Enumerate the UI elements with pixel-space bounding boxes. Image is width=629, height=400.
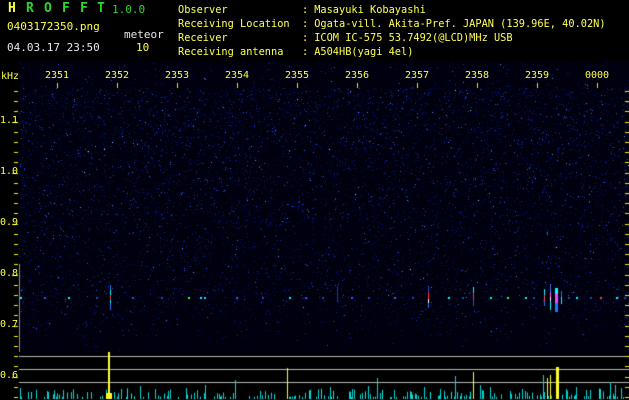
time-tick-label: 2357 bbox=[405, 70, 430, 81]
freq-tick-label: 0.9 bbox=[0, 217, 19, 228]
info-label: Receiving antenna bbox=[178, 46, 284, 58]
info-colon: : bbox=[302, 46, 309, 58]
hrofft-title-letter: F bbox=[80, 1, 88, 16]
freq-tick-label: 1.0 bbox=[0, 166, 19, 177]
info-value: Ogata-vill. Akita-Pref. JAPAN (139.96E, … bbox=[314, 18, 606, 30]
freq-tick-label: 1.1 bbox=[0, 115, 19, 126]
hrofft-title-letter: H bbox=[8, 1, 16, 16]
output-filename: 0403172350.png bbox=[7, 20, 100, 33]
hrofft-title-letter: T bbox=[97, 1, 105, 16]
freq-tick-label: 0.7 bbox=[0, 319, 19, 330]
info-label: Receiver bbox=[178, 32, 228, 44]
hrofft-title-letter: O bbox=[44, 1, 52, 16]
time-tick-label: 2356 bbox=[345, 70, 370, 81]
time-tick-label: 2352 bbox=[105, 70, 130, 81]
info-row: Observer: Masayuki Kobayashi bbox=[178, 3, 606, 17]
info-colon: : bbox=[302, 32, 309, 44]
echo-count: 10 bbox=[136, 41, 150, 54]
hrofft-title-letter: F bbox=[62, 1, 70, 16]
freq-tick-label: 0.6 bbox=[0, 370, 19, 381]
info-label: Observer bbox=[178, 4, 228, 16]
time-tick-label: 2353 bbox=[165, 70, 190, 81]
time-tick-label: 2351 bbox=[45, 70, 70, 81]
info-row: Receiver: ICOM IC-575 53.7492(@LCD)MHz US… bbox=[178, 31, 606, 45]
info-label: Receiving Location bbox=[178, 18, 290, 30]
time-tick-label: 2354 bbox=[225, 70, 250, 81]
station-info: Observer: Masayuki Kobayashi Receiving Lo… bbox=[178, 3, 606, 59]
hrofft-title-letter: R bbox=[26, 1, 34, 16]
time-tick-label: 2359 bbox=[525, 70, 550, 81]
info-row: Receiving antenna: A504HB(yagi 4el) bbox=[178, 45, 606, 59]
mode-label: meteor bbox=[124, 28, 164, 41]
info-row: Receiving Location: Ogata-vill. Akita-Pre… bbox=[178, 17, 606, 31]
freq-tick-label: 0.8 bbox=[0, 268, 19, 279]
info-colon: : bbox=[302, 18, 309, 30]
time-tick-label: 2355 bbox=[285, 70, 310, 81]
info-colon: : bbox=[302, 4, 309, 16]
info-value: A504HB(yagi 4el) bbox=[314, 46, 414, 58]
time-tick-label: 2358 bbox=[465, 70, 490, 81]
time-tick-label: 0000 bbox=[585, 70, 610, 81]
info-value: Masayuki Kobayashi bbox=[314, 4, 426, 16]
freq-axis-unit: kHz bbox=[1, 71, 20, 82]
date-time-label: 04.03.17 23:50 bbox=[7, 41, 100, 54]
info-value: ICOM IC-575 53.7492(@LCD)MHz USB bbox=[314, 32, 513, 44]
version-label: 1.0.0 bbox=[112, 3, 146, 16]
